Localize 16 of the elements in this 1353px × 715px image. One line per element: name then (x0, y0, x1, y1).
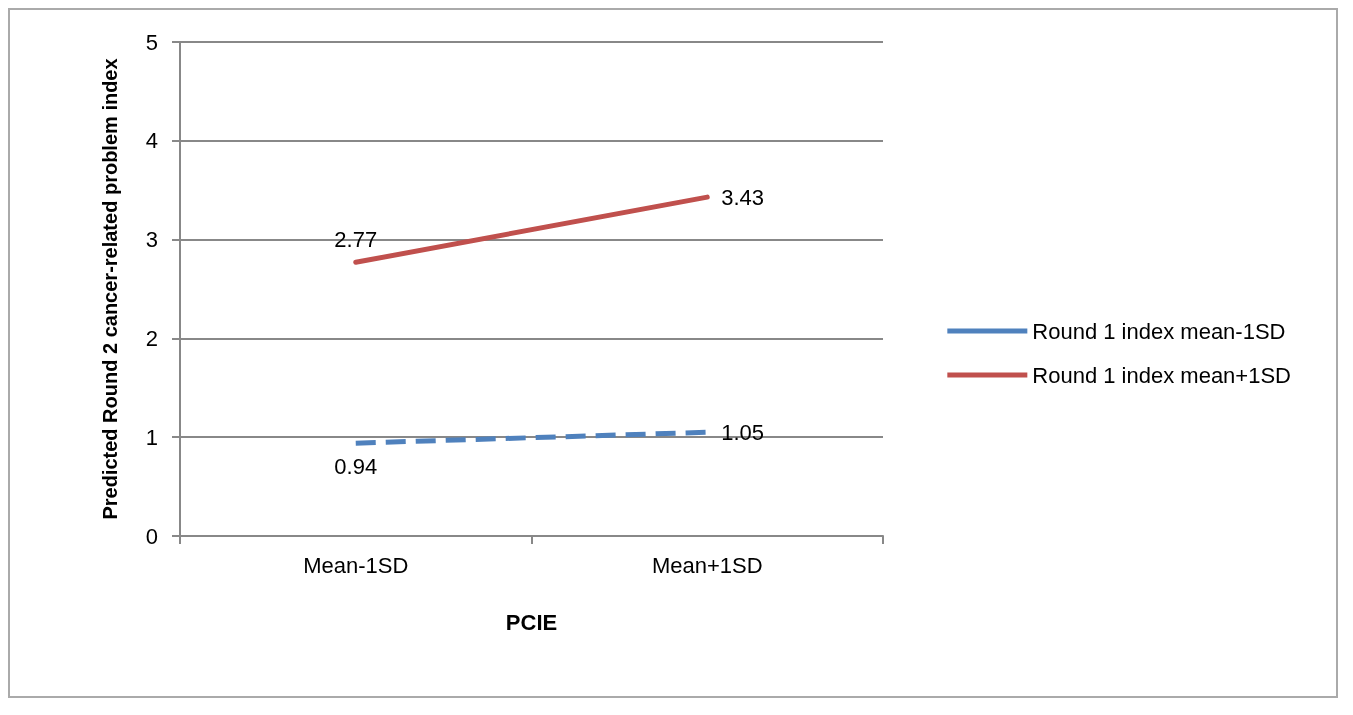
x-tick-label: Mean+1SD (651, 552, 763, 578)
y-tick-label: 2 (145, 325, 158, 351)
x-axis-title: PCIE (505, 609, 558, 635)
data-label: 2.77 (334, 226, 378, 252)
y-tick-label: 1 (145, 424, 158, 450)
data-label: 1.05 (721, 419, 765, 445)
y-tick-label: 3 (145, 227, 158, 253)
y-tick-label: 4 (145, 128, 158, 154)
y-tick-label: 5 (145, 29, 158, 55)
data-label: 0.94 (334, 453, 378, 479)
legend-label: Round 1 index mean-1SD (1032, 318, 1286, 344)
y-axis-title: Predicted Round 2 cancer-related problem index (99, 58, 121, 520)
data-label: 3.43 (721, 184, 765, 210)
legend-label: Round 1 index mean+1SD (1032, 362, 1291, 388)
x-tick-label: Mean-1SD (303, 552, 409, 578)
y-tick-label: 0 (145, 523, 158, 549)
